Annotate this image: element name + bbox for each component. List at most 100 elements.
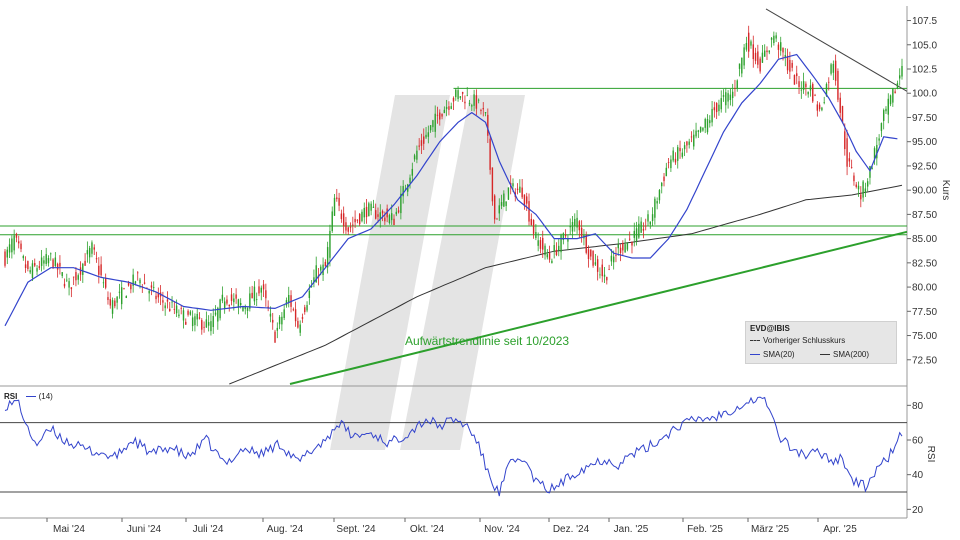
candle-body (789, 59, 791, 72)
candle-body (539, 240, 542, 249)
candle-body (471, 105, 473, 107)
candle-body (217, 307, 219, 322)
candle-body (6, 249, 8, 258)
candle-body (102, 282, 105, 284)
candle-body (162, 300, 164, 303)
candle-body (491, 167, 494, 202)
candle-body (580, 227, 583, 237)
candle-body (805, 83, 807, 88)
candle-body (212, 315, 214, 328)
candle-body (381, 210, 384, 214)
candle-body (336, 197, 338, 200)
candle-body (342, 213, 345, 227)
candle-body (205, 319, 208, 328)
candle-body (574, 218, 576, 226)
candle-body (439, 112, 441, 120)
candle-body (516, 188, 519, 190)
candle-body (292, 309, 295, 311)
candle-body (363, 207, 365, 218)
candle-body (221, 294, 224, 301)
trendlines (289, 8, 908, 385)
candle-body (642, 228, 645, 231)
candle-body (610, 255, 613, 262)
candle-body (555, 249, 558, 255)
candle-body (619, 247, 622, 253)
candle-body (423, 136, 425, 144)
candle-body (187, 310, 189, 315)
candle-body (475, 95, 478, 109)
candle-body (681, 152, 684, 157)
candle-body (443, 109, 446, 114)
candle-body (871, 168, 873, 170)
candle-body (899, 75, 901, 79)
price-tick-label: 87.50 (912, 210, 937, 221)
candle-body (18, 241, 20, 244)
candle-body (100, 264, 102, 276)
candle-body (505, 201, 507, 207)
candle-body (400, 193, 402, 214)
candle-body (356, 219, 359, 221)
candle-body (464, 101, 466, 104)
candle-body (654, 198, 656, 218)
candle-body (4, 251, 6, 266)
candle-body (274, 331, 276, 343)
candle-body (873, 148, 876, 159)
candle-body (301, 317, 304, 319)
candle-body (862, 181, 864, 198)
candle-body (592, 250, 594, 266)
candle-body (814, 95, 816, 97)
candle-body (535, 232, 537, 238)
price-tick-label: 85.00 (912, 234, 937, 245)
candle-body (638, 223, 640, 238)
candle-body (324, 261, 327, 267)
candle-body (45, 254, 47, 264)
candle-body (738, 63, 741, 69)
candle-body (169, 308, 171, 312)
candle-body (427, 132, 430, 137)
candle-body (869, 165, 871, 178)
candle-body (347, 227, 349, 232)
candle-body (235, 294, 237, 299)
candle-body (484, 112, 487, 114)
candle-body (36, 268, 38, 272)
candle-body (82, 263, 84, 275)
candle-body (747, 32, 750, 52)
legend-prev-close: Vorheriger Schlusskurs (750, 336, 845, 345)
candle-body (473, 94, 475, 106)
rsi-axis-title: RSI (925, 446, 936, 463)
candle-body (493, 195, 496, 220)
candle-body (837, 70, 839, 100)
candle-body (688, 141, 690, 145)
candle-body (326, 247, 329, 268)
candle-body (850, 167, 853, 168)
candle-body (120, 287, 123, 305)
candle-body (706, 118, 709, 133)
price-tick-label: 105.0 (912, 40, 937, 51)
candle-body (523, 194, 526, 206)
candle-body (882, 110, 885, 122)
candle-body (633, 230, 635, 238)
rsi-tick-label: 60 (912, 436, 924, 447)
date-tick-label: Dez. '24 (553, 524, 590, 535)
candle-body (750, 41, 752, 46)
candle-body (615, 255, 617, 256)
candle-body (194, 316, 196, 326)
candle-body (125, 296, 127, 298)
candle-body (114, 300, 116, 307)
rsi-panel: 20 40 60 80 (0, 396, 924, 516)
candle-body (413, 155, 416, 160)
candle-body (272, 319, 274, 323)
candle-body (562, 233, 565, 240)
candle-body (713, 107, 716, 111)
candle-body (294, 309, 297, 322)
resistance-trendline (765, 8, 908, 92)
candle-body (834, 60, 837, 81)
candle-body (358, 213, 361, 225)
candle-body (313, 277, 315, 283)
candle-body (825, 84, 828, 96)
candle-body (379, 212, 381, 219)
candle-body (306, 305, 308, 311)
candle-body (196, 313, 198, 320)
candle-body (743, 47, 745, 66)
candle-body (725, 92, 727, 106)
